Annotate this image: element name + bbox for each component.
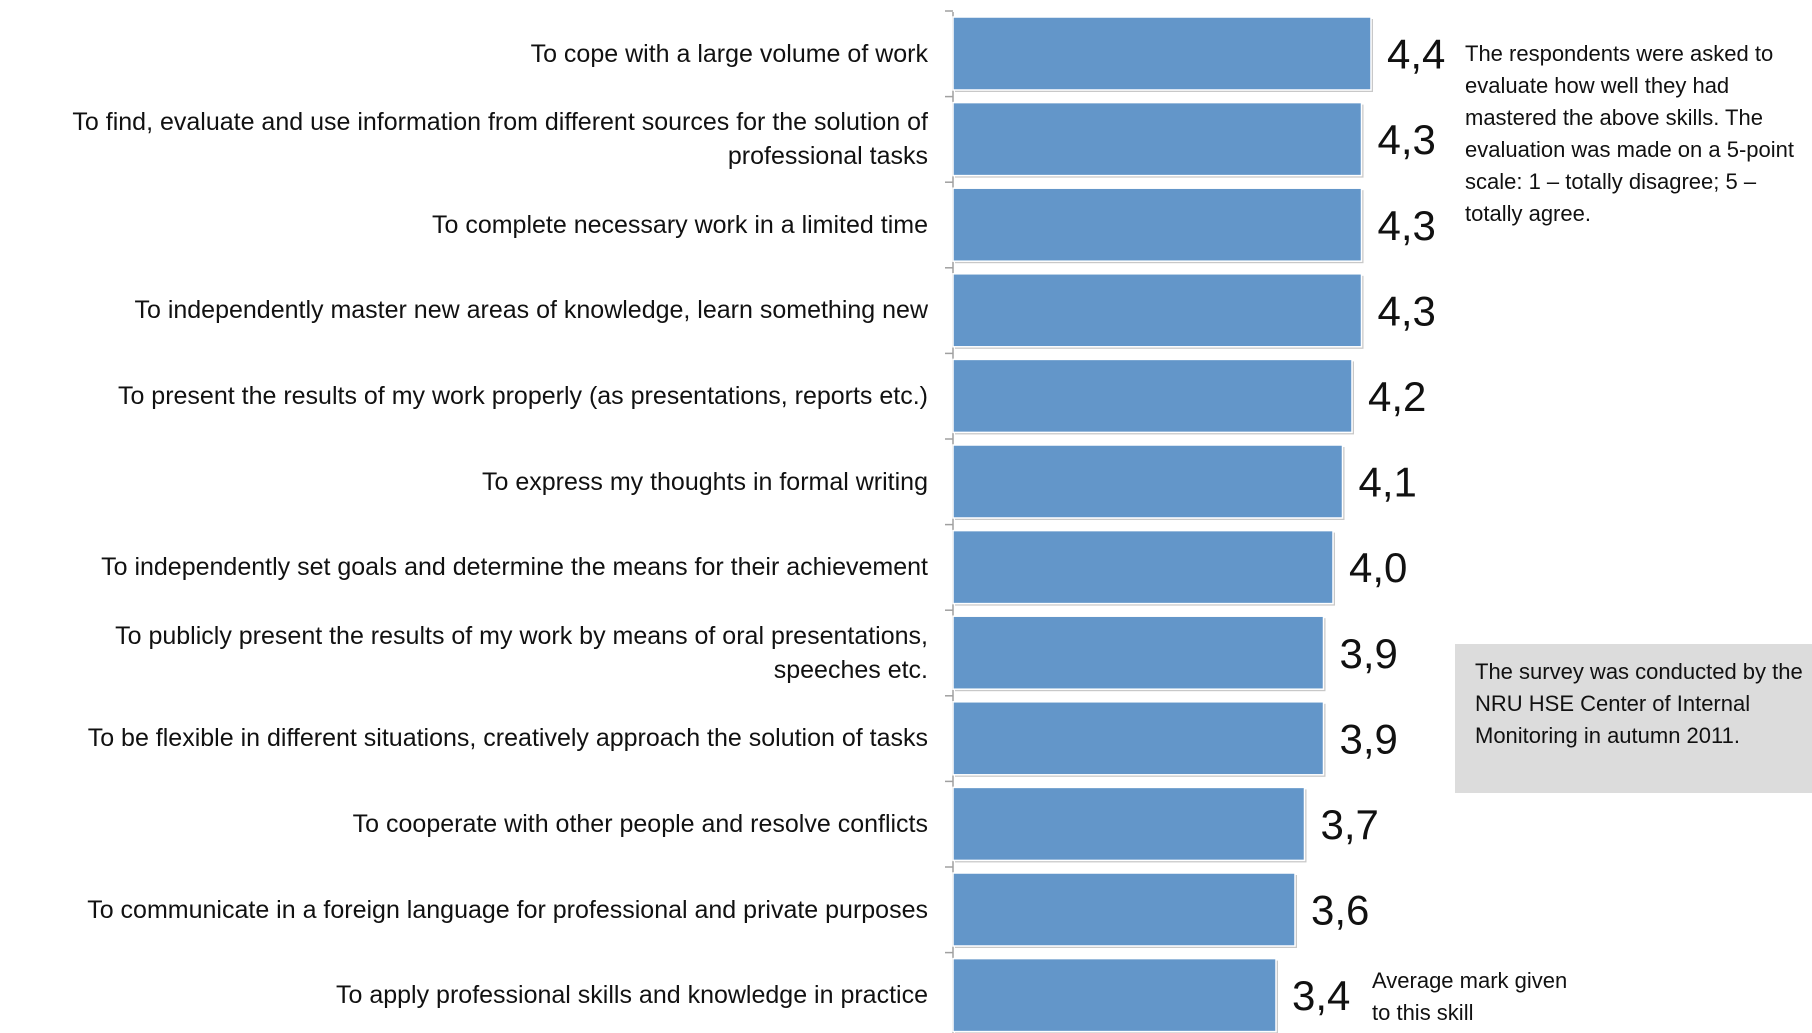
bar <box>952 16 1372 91</box>
category-label: To find, evaluate and use information fr… <box>72 108 928 171</box>
value-label: 3,7 <box>1321 801 1379 848</box>
bar <box>952 358 1353 434</box>
value-label: 3,4 <box>1292 972 1350 1019</box>
bar <box>952 187 1363 262</box>
annotation: Average mark given to this skill <box>1372 968 1568 1025</box>
category-label: To cooperate with other people and resol… <box>352 809 928 838</box>
category-label: To present the results of my work proper… <box>117 381 928 410</box>
category-label: To be flexible in different situations, … <box>87 724 928 753</box>
bar <box>952 872 1296 947</box>
bar <box>952 273 1363 348</box>
bar <box>952 101 1363 177</box>
value-label: 4,1 <box>1359 459 1417 506</box>
value-label: 4,2 <box>1368 373 1426 420</box>
value-label: 4,0 <box>1349 544 1407 591</box>
category-label: To independently set goals and determine… <box>101 553 928 582</box>
bar <box>952 444 1344 519</box>
value-label: 3,9 <box>1340 630 1398 677</box>
value-label: 3,9 <box>1340 715 1398 762</box>
category-label: To publicly present the results of my wo… <box>115 621 928 684</box>
category-label: To cope with a large volume of work <box>530 39 928 68</box>
bar <box>952 615 1325 690</box>
value-label: 4,3 <box>1378 202 1436 249</box>
bar <box>952 786 1306 862</box>
annotation: The respondents were asked to evaluate h… <box>1465 41 1794 226</box>
bar <box>952 529 1334 605</box>
category-label: To independently master new areas of kno… <box>134 296 928 325</box>
value-label: 4,3 <box>1378 287 1436 334</box>
category-label: To express my thoughts in formal writing <box>481 467 928 496</box>
category-label: To apply professional skills and knowled… <box>336 981 928 1010</box>
category-label: To complete necessary work in a limited … <box>431 210 928 239</box>
value-label: 3,6 <box>1311 887 1369 934</box>
annotation-box: The survey was conducted by the NRU HSE … <box>1455 644 1812 793</box>
value-label: 4,4 <box>1387 31 1445 78</box>
category-label: To communicate in a foreign language for… <box>87 895 928 924</box>
bar <box>952 701 1325 776</box>
bar <box>952 957 1277 1033</box>
value-label: 4,3 <box>1378 116 1436 163</box>
